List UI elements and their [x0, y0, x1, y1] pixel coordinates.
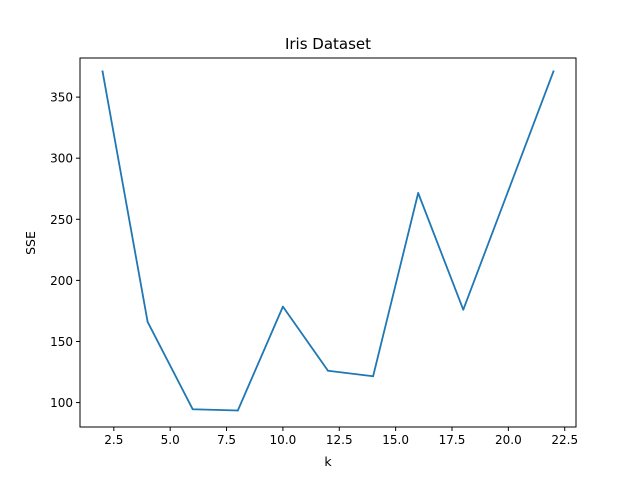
x-tick-label: 17.5: [439, 433, 466, 447]
y-tick-label: 200: [50, 274, 73, 288]
data-point: [372, 375, 374, 378]
y-axis: 100 150 200 250 300 350: [50, 91, 80, 410]
data-point: [552, 70, 555, 73]
data-point: [282, 305, 284, 308]
y-tick-label: 100: [50, 396, 73, 410]
x-axis: 2.5 5.0 7.5 10.0 12.5 15.0 17.5 20.0 22.5: [104, 427, 578, 447]
x-tick-label: 15.0: [382, 433, 409, 447]
y-tick-label: 350: [50, 91, 73, 105]
x-tick-label: 10.0: [270, 433, 297, 447]
x-tick-label: 22.5: [551, 433, 578, 447]
y-tick-label: 250: [50, 213, 73, 227]
axes-frame: [79, 57, 577, 428]
x-axis-label: k: [324, 454, 332, 469]
x-tick-label: 12.5: [326, 433, 353, 447]
x-tick-label: 7.5: [217, 433, 236, 447]
data-point: [327, 369, 329, 372]
x-tick-label: 2.5: [104, 433, 123, 447]
data-point: [191, 408, 194, 411]
y-axis-label: SSE: [23, 231, 38, 255]
x-tick-label: 5.0: [161, 433, 180, 447]
series-line: [101, 70, 555, 412]
data-point: [236, 409, 239, 412]
series-layer: [101, 70, 555, 412]
data-point: [462, 308, 465, 311]
x-tick-label: 20.0: [495, 433, 522, 447]
y-tick-label: 300: [50, 152, 73, 166]
data-point: [146, 321, 149, 323]
plot-area: 2.5 5.0 7.5 10.0 12.5 15.0 17.5 20.0 22.5 100 150…: [50, 57, 578, 447]
data-point: [417, 192, 420, 194]
chart-title: Iris Dataset: [285, 35, 371, 53]
y-tick-label: 150: [50, 335, 73, 349]
data-point: [101, 70, 104, 73]
data-point: [507, 189, 510, 192]
